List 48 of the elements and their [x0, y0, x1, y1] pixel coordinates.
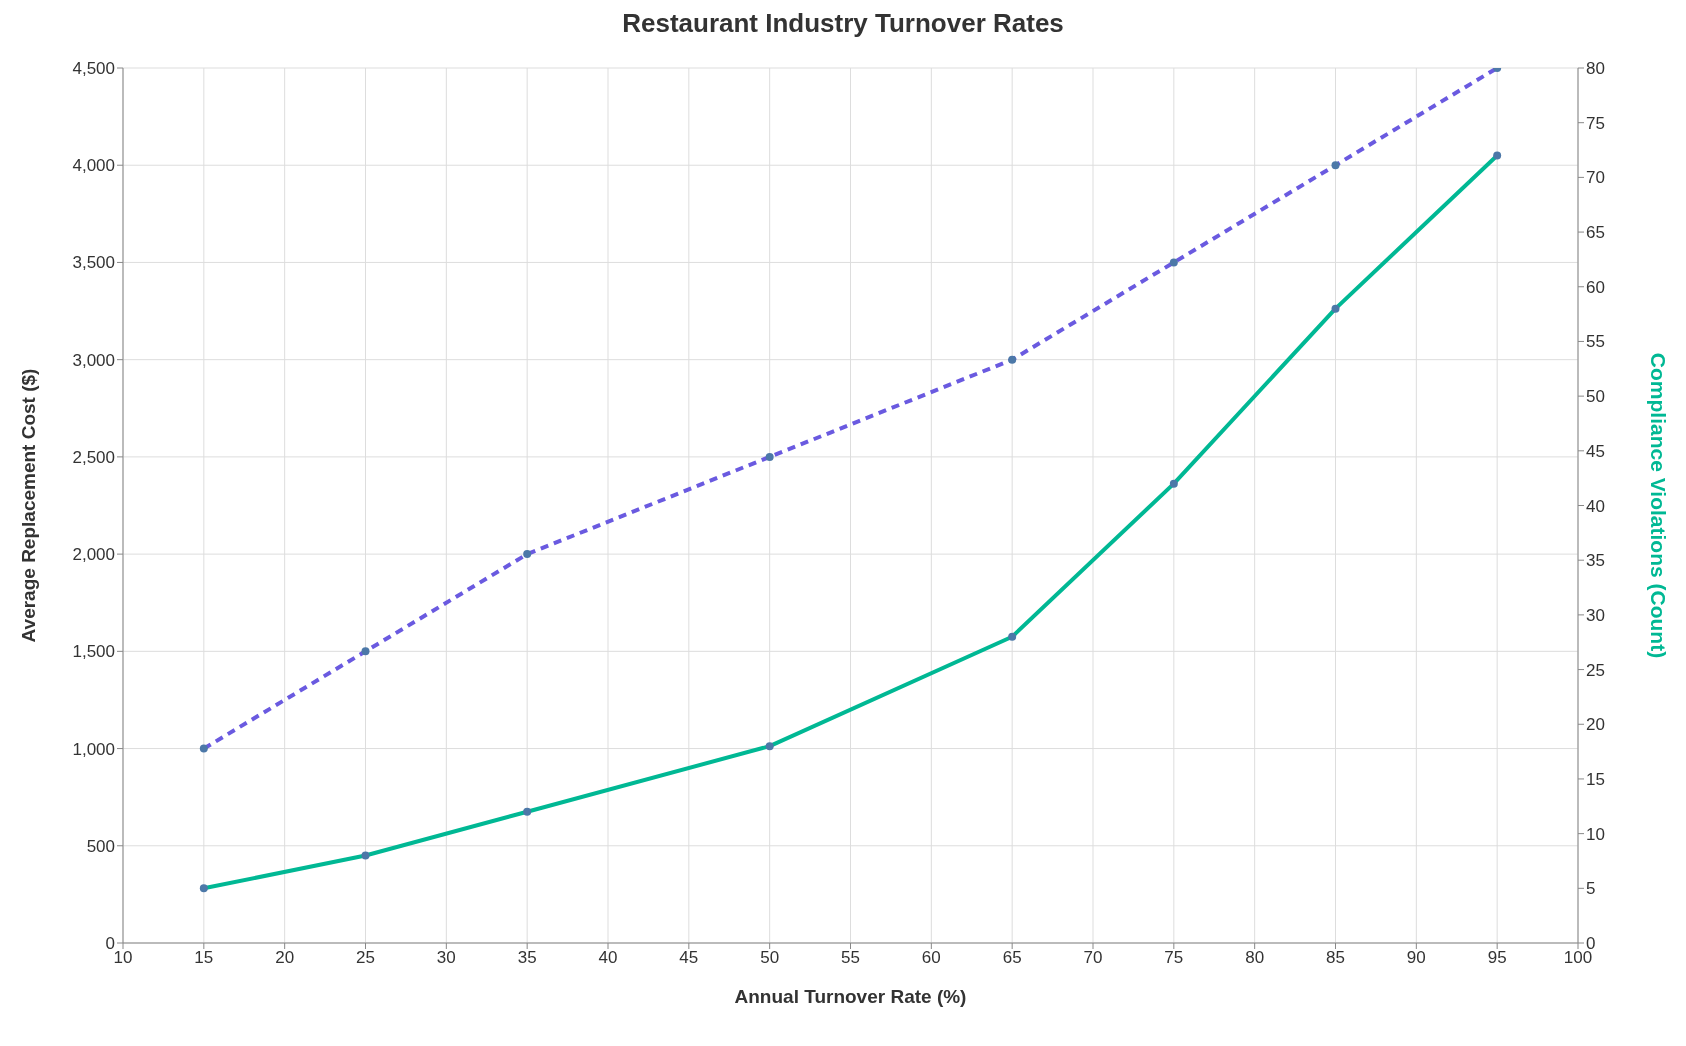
y-tick-label: 1,500 — [72, 642, 115, 662]
y-tick-label: 4,000 — [72, 156, 115, 176]
y2-tick-label: 45 — [1586, 441, 1605, 461]
y-tick-label: 1,000 — [72, 739, 115, 759]
x-tick-label: 75 — [1164, 948, 1184, 968]
x-tick-label: 95 — [1487, 948, 1507, 968]
x-tick-label: 85 — [1326, 948, 1345, 968]
x-tick-label: 20 — [275, 948, 295, 968]
y2-tick-label: 60 — [1586, 277, 1605, 297]
chart-title: Restaurant Industry Turnover Rates — [621, 8, 1065, 40]
y-tick-label: 2,500 — [72, 447, 115, 467]
y2-tick-label: 35 — [1586, 551, 1605, 571]
y2-tick-label: 80 — [1586, 59, 1605, 79]
x-tick-label: 35 — [517, 948, 537, 968]
x-tick-label: 40 — [598, 948, 618, 968]
y2-tick-label: 65 — [1586, 223, 1605, 243]
x-tick-label: 55 — [841, 948, 860, 968]
x-tick-label: 10 — [113, 948, 133, 968]
x-tick-label: 50 — [760, 948, 780, 968]
y2-tick-label: 75 — [1586, 113, 1605, 133]
y2-tick-label: 15 — [1586, 769, 1605, 789]
x-tick-label: 15 — [194, 948, 214, 968]
x-tick-label: 90 — [1406, 948, 1426, 968]
y2-tick-label: 50 — [1586, 387, 1605, 407]
y-tick-label: 500 — [86, 836, 115, 856]
x-tick-label: 30 — [436, 948, 456, 968]
y2-tick-label: 25 — [1586, 660, 1605, 680]
x-tick-label: 70 — [1083, 948, 1103, 968]
y2-tick-label: 40 — [1586, 496, 1605, 516]
y2-tick-label: 10 — [1586, 824, 1605, 844]
y2-tick-label: 5 — [1586, 879, 1596, 899]
x-tick-label: 45 — [679, 948, 699, 968]
y-tick-label: 0 — [105, 934, 115, 954]
y2-axis-title: Compliance Violations (Count) — [1646, 352, 1670, 659]
y2-tick-label: 55 — [1586, 332, 1605, 352]
y-tick-label: 3,000 — [72, 350, 115, 370]
x-tick-label: 65 — [1002, 948, 1022, 968]
x-tick-label: 60 — [921, 948, 941, 968]
x-tick-label: 80 — [1245, 948, 1265, 968]
y-tick-label: 2,000 — [72, 545, 115, 565]
y-tick-label: 4,500 — [72, 59, 115, 79]
y-axis-title: Average Replacement Cost ($) — [17, 368, 39, 643]
y2-tick-label: 20 — [1586, 715, 1605, 735]
x-tick-label: 25 — [356, 948, 375, 968]
y2-tick-label: 30 — [1586, 605, 1605, 625]
x-axis-title: Annual Turnover Rate (%) — [734, 986, 967, 1007]
y-tick-label: 3,500 — [72, 253, 115, 273]
y2-tick-label: 70 — [1586, 168, 1605, 188]
